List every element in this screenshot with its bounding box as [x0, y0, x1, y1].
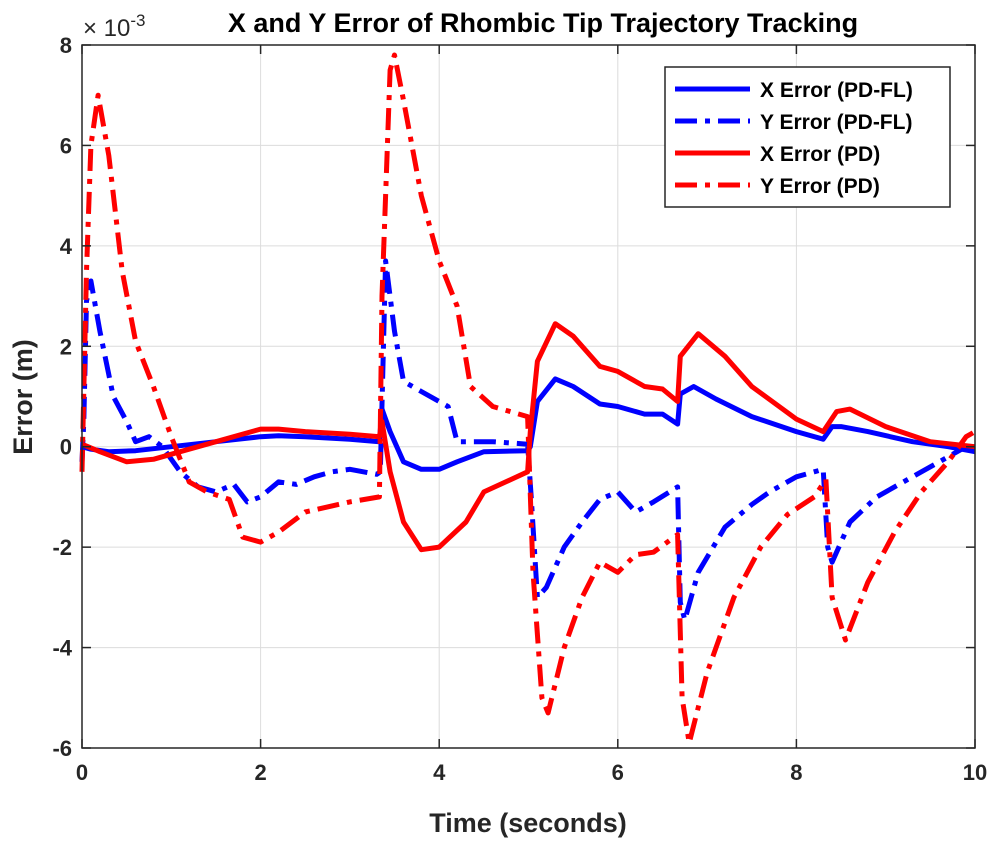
y-tick-label: -4 — [52, 636, 72, 661]
x-axis-label: Time (seconds) — [429, 808, 627, 838]
x-tick-label: 8 — [790, 760, 802, 785]
y-tick-label: 0 — [60, 435, 72, 460]
y-axis-label: Error (m) — [8, 339, 38, 455]
legend-label-3: Y Error (PD) — [760, 175, 880, 198]
y-multiplier-base: × 10 — [83, 15, 130, 42]
series-line-1 — [79, 258, 976, 623]
x-tick-label: 2 — [254, 760, 266, 785]
legend-label-0: X Error (PD-FL) — [760, 79, 913, 102]
series-line-2 — [81, 321, 976, 553]
x-tick-label: 6 — [612, 760, 624, 785]
x-tick-label: 10 — [963, 760, 987, 785]
y-tick-label: 8 — [60, 33, 72, 58]
tick-layer: 0 2 4 6 8 10 -6 -4 -2 0 2 4 6 8 — [52, 33, 987, 785]
y-tick-label: 6 — [60, 133, 72, 158]
series-line-3 — [79, 52, 977, 746]
y-multiplier: × 10-3 — [83, 11, 146, 42]
legend: X Error (PD-FL) Y Error (PD-FL) X Error (P… — [664, 66, 951, 208]
series-layer — [79, 52, 977, 746]
y-tick-label: 2 — [60, 334, 72, 359]
chart-title: X and Y Error of Rhombic Tip Trajectory … — [228, 8, 858, 38]
legend-label-1: Y Error (PD-FL) — [760, 111, 912, 134]
legend-label-2: X Error (PD) — [760, 143, 880, 166]
series-line-0 — [81, 376, 976, 472]
x-tick-label: 0 — [76, 760, 88, 785]
y-tick-label: -6 — [52, 736, 72, 761]
y-multiplier-exp: -3 — [130, 11, 145, 30]
y-tick-label: -2 — [52, 535, 72, 560]
x-tick-label: 4 — [433, 760, 446, 785]
y-tick-label: 4 — [60, 234, 73, 259]
plot-box — [81, 44, 976, 749]
